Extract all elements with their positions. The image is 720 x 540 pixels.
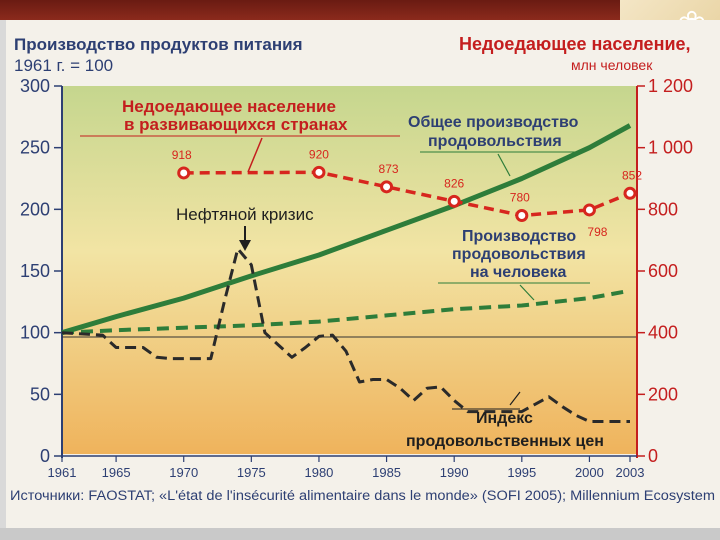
- total-production-annotation-line2: продовольствия: [428, 133, 562, 150]
- bottom-band: [0, 528, 720, 540]
- left-margin-band: [0, 20, 6, 528]
- oil-crisis-arrowhead: [239, 240, 251, 251]
- undernourished-data-label: 873: [379, 162, 399, 176]
- price-index-annotation-pointer: [509, 391, 521, 406]
- undernourished-annotation-line2: в развивающихся странах: [124, 115, 348, 134]
- right-axis-tick-label: 1 000: [648, 138, 693, 158]
- undernourished-point: [380, 180, 394, 194]
- per-capita-annotation-pointer: [519, 284, 535, 301]
- left-axis-tick-label: 250: [20, 138, 50, 158]
- left-axis-tick-label: 0: [40, 446, 50, 466]
- undernourished-data-label: 826: [444, 176, 464, 190]
- plot-area: [62, 86, 636, 454]
- price-index-line: [61, 247, 630, 423]
- x-axis-tick-label: 1970: [169, 465, 198, 480]
- x-axis-tick-label: 1961: [48, 465, 77, 480]
- per-capita-production-line: [61, 288, 631, 335]
- x-axis-tick-label: 1965: [102, 465, 131, 480]
- undernourished-data-label: 852: [622, 168, 642, 182]
- price-index-annotation-line2: продовольственных цен: [406, 433, 604, 450]
- undernourished-data-label: 798: [587, 225, 607, 239]
- total-production-line: [61, 123, 632, 336]
- x-axis-tick-label: 2000: [575, 465, 604, 480]
- source-citation: Источники: FAOSTAT; «L'état de l'insécur…: [10, 488, 715, 503]
- left-axis-subtitle: 1961 г. = 100: [14, 56, 113, 75]
- x-axis-tick-label: 1995: [507, 465, 536, 480]
- per-capita-annotation-line2: продовольствия: [452, 246, 586, 263]
- right-axis-title: Недоедающее население,: [459, 34, 691, 54]
- left-axis-tick-label: 50: [30, 384, 50, 404]
- per-capita-annotation-line3: на человека: [470, 264, 566, 281]
- total-production-annotation-line1: Общее производство: [408, 114, 579, 131]
- right-axis-tick-label: 200: [648, 384, 678, 404]
- undernourished-point: [447, 194, 461, 208]
- undernourished-data-label: 920: [309, 147, 329, 161]
- undernourished-point: [515, 209, 529, 222]
- x-axis-tick-label: 1975: [237, 465, 266, 480]
- x-axis-tick-label: 1990: [440, 465, 469, 480]
- per-capita-annotation-line1: Производство: [462, 228, 576, 245]
- right-axis-tick-label: 600: [648, 261, 678, 281]
- right-axis-tick-label: 1 200: [648, 76, 693, 96]
- left-axis-tick-label: 300: [20, 76, 50, 96]
- right-axis-tick-label: 800: [648, 199, 678, 219]
- left-axis-tick-label: 100: [20, 323, 50, 343]
- undernourished-data-label: 780: [510, 191, 530, 205]
- left-axis-title: Производство продуктов питания: [14, 35, 303, 54]
- top-title-band: [0, 0, 720, 20]
- oil-crisis-annotation: Нефтяной кризис: [176, 205, 314, 224]
- undernourished-point: [582, 203, 596, 217]
- x-axis-tick-label: 1980: [304, 465, 333, 480]
- x-axis-tick-label: 1985: [372, 465, 401, 480]
- undernourished-annotation-line1: Недоедающее население: [122, 97, 336, 116]
- total-production-annotation-pointer: [497, 153, 511, 177]
- price-index-annotation-line1: Индекс: [476, 410, 533, 427]
- right-axis-subtitle: млн человек: [571, 57, 653, 73]
- right-axis-tick-label: 0: [648, 446, 658, 466]
- undernourished-point: [623, 186, 637, 200]
- undernourished-point: [177, 166, 191, 180]
- undernourished-point: [312, 165, 326, 179]
- x-axis-tick-label: 2003: [616, 465, 645, 480]
- left-axis-tick-label: 150: [20, 261, 50, 281]
- left-axis-tick-label: 200: [20, 199, 50, 219]
- undernourished-annotation-pointer: [247, 137, 263, 173]
- right-axis-tick-label: 400: [648, 323, 678, 343]
- undernourished-data-label: 918: [172, 148, 192, 162]
